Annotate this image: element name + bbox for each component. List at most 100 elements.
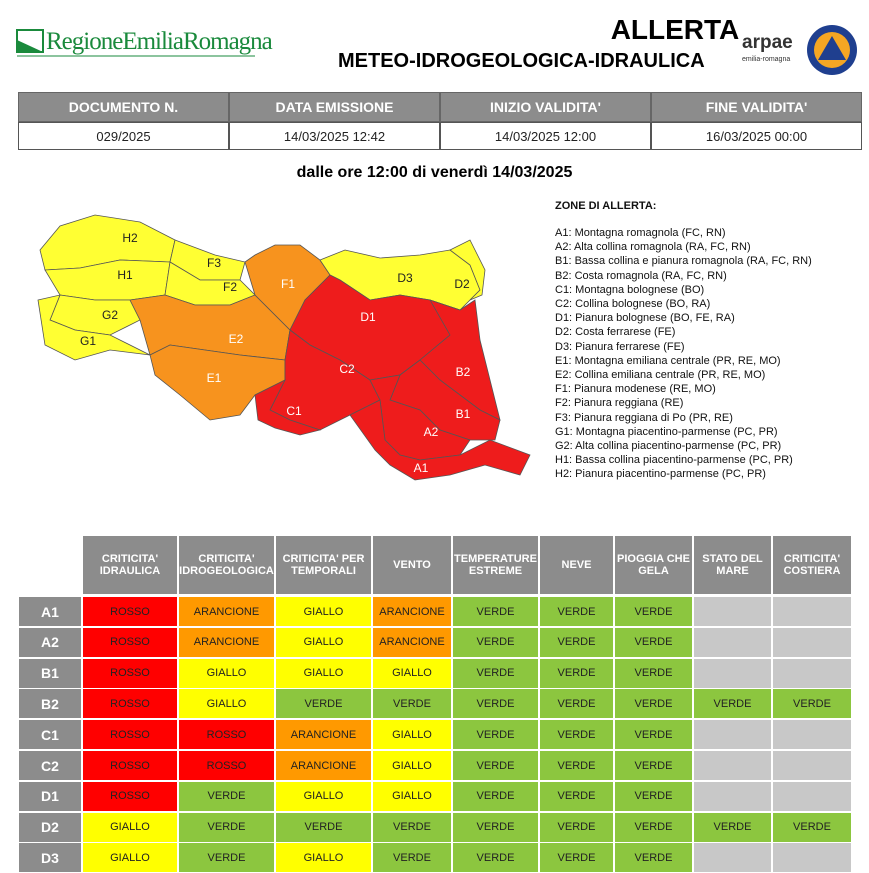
alert-cell: GIALLO (372, 780, 452, 812)
alert-cell: ARANCIONE (178, 596, 275, 627)
alert-cell: ROSSO (82, 719, 178, 751)
alert-cell: ROSSO (178, 750, 275, 781)
info-value: 029/2025 (18, 122, 229, 150)
alert-cell: GIALLO (275, 626, 372, 658)
alert-cell: GIALLO (372, 719, 452, 751)
alert-cell: VERDE (539, 596, 614, 627)
alert-cell: ROSSO (82, 780, 178, 812)
column-header: VENTO (372, 535, 452, 595)
alert-cell: VERDE (539, 750, 614, 781)
zone-label: B1 (456, 407, 471, 421)
alert-cell: ROSSO (82, 657, 178, 689)
alert-cell: VERDE (614, 811, 693, 843)
legend-item: E2: Collina emiliana centrale (PR, RE, M… (555, 369, 766, 381)
alert-cell: VERDE (178, 780, 275, 812)
info-header: DOCUMENTO N. (18, 92, 229, 122)
legend-item: F2: Pianura reggiana (RE) (555, 397, 684, 410)
alert-cell (693, 719, 772, 751)
alert-cell: GIALLO (372, 657, 452, 689)
civil-protection-logo (807, 25, 857, 75)
zone-label: F1 (281, 277, 295, 291)
date-line: dalle ore 12:00 di venerdì 14/03/2025 (296, 164, 573, 181)
alert-cell: VERDE (614, 688, 693, 720)
info-value: 14/03/2025 12:00 (440, 122, 651, 150)
info-header: DATA EMISSIONE (229, 92, 440, 122)
alert-cell: VERDE (275, 688, 372, 720)
row-zone: C1 (18, 719, 82, 751)
zone-label: G2 (102, 308, 118, 322)
alert-cell (693, 596, 772, 627)
legend-item: C1: Montagna bolognese (BO) (555, 283, 705, 296)
legend-item: E1: Montagna emiliana centrale (PR, RE, … (555, 354, 781, 367)
legend-item: F3: Pianura reggiana di Po (PR, RE) (555, 411, 733, 424)
alert-cell (693, 750, 772, 781)
alert-cell: VERDE (614, 780, 693, 812)
column-header: PIOGGIA CHE GELA (614, 535, 693, 595)
alert-cell (772, 719, 852, 751)
zone-label: E2 (229, 332, 244, 346)
alert-cell: VERDE (539, 811, 614, 843)
alert-cell: ARANCIONE (275, 750, 372, 781)
alert-cell: VERDE (693, 811, 772, 843)
alert-cell (772, 750, 852, 781)
alert-cell: ARANCIONE (372, 596, 452, 627)
arpae-subtitle: emilia-romagna (742, 56, 791, 63)
alert-cell: GIALLO (275, 657, 372, 689)
region-logo-text: RegioneEmiliaRomagna (46, 28, 273, 55)
alert-cell: VERDE (772, 811, 852, 843)
alert-cell (693, 657, 772, 689)
row-zone: B2 (18, 688, 82, 720)
alert-cell: ROSSO (82, 626, 178, 658)
alert-cell: VERDE (539, 780, 614, 812)
alert-cell: VERDE (178, 842, 275, 873)
alert-cell: VERDE (693, 688, 772, 720)
alert-cell: VERDE (275, 811, 372, 843)
alert-cell: VERDE (178, 811, 275, 843)
info-value: 14/03/2025 12:42 (229, 122, 440, 150)
alert-cell: GIALLO (275, 596, 372, 627)
zone-area (254, 379, 322, 436)
zone-label: E1 (207, 371, 222, 385)
alert-cell: VERDE (452, 596, 539, 627)
legend-item: B2: Costa romagnola (RA, FC, RN) (555, 269, 727, 282)
legend-item: A2: Alta collina romagnola (RA, FC, RN) (555, 241, 751, 254)
alert-cell: GIALLO (178, 688, 275, 720)
alert-cell: VERDE (614, 842, 693, 873)
legend-item: H2: Pianura piacentino-parmense (PC, PR) (555, 468, 766, 481)
zone-label: D2 (454, 277, 470, 291)
alert-cell: VERDE (614, 750, 693, 781)
alert-cell: GIALLO (372, 750, 452, 781)
column-header: NEVE (539, 535, 614, 595)
legend-title: ZONE DI ALLERTA: (555, 200, 657, 212)
subtitle: METEO-IDROGEOLOGICA-IDRAULICA (338, 50, 705, 72)
row-zone: A2 (18, 626, 82, 658)
zone-label: B2 (456, 365, 471, 379)
zone-label: G1 (80, 334, 96, 348)
legend-item: B1: Bassa collina e pianura romagnola (R… (555, 255, 812, 268)
alert-cell: ROSSO (82, 596, 178, 627)
info-header: INIZIO VALIDITA' (440, 92, 651, 122)
alert-cell: ARANCIONE (178, 626, 275, 658)
legend-item: G2: Alta collina piacentino-parmense (PC… (555, 440, 782, 452)
alert-cell: VERDE (614, 626, 693, 658)
alert-cell: VERDE (539, 626, 614, 658)
zone-label: F3 (207, 256, 221, 270)
zone-area (269, 329, 381, 431)
column-header: CRITICITA' IDRAULICA (82, 535, 178, 595)
alert-cell: ROSSO (82, 750, 178, 781)
zone-label: A1 (414, 461, 429, 475)
arpae-logo: arpae (742, 32, 793, 53)
alert-cell: VERDE (372, 842, 452, 873)
zone-label: H2 (122, 231, 138, 245)
legend-item: D3: Pianura ferrarese (FE) (555, 340, 685, 353)
alert-cell: GIALLO (82, 842, 178, 873)
alert-cell (772, 780, 852, 812)
alert-cell: VERDE (614, 719, 693, 751)
legend-item: D2: Costa ferrarese (FE) (555, 326, 676, 339)
alert-cell: GIALLO (275, 780, 372, 812)
row-zone: A1 (18, 596, 82, 627)
alert-cell: ROSSO (82, 688, 178, 720)
